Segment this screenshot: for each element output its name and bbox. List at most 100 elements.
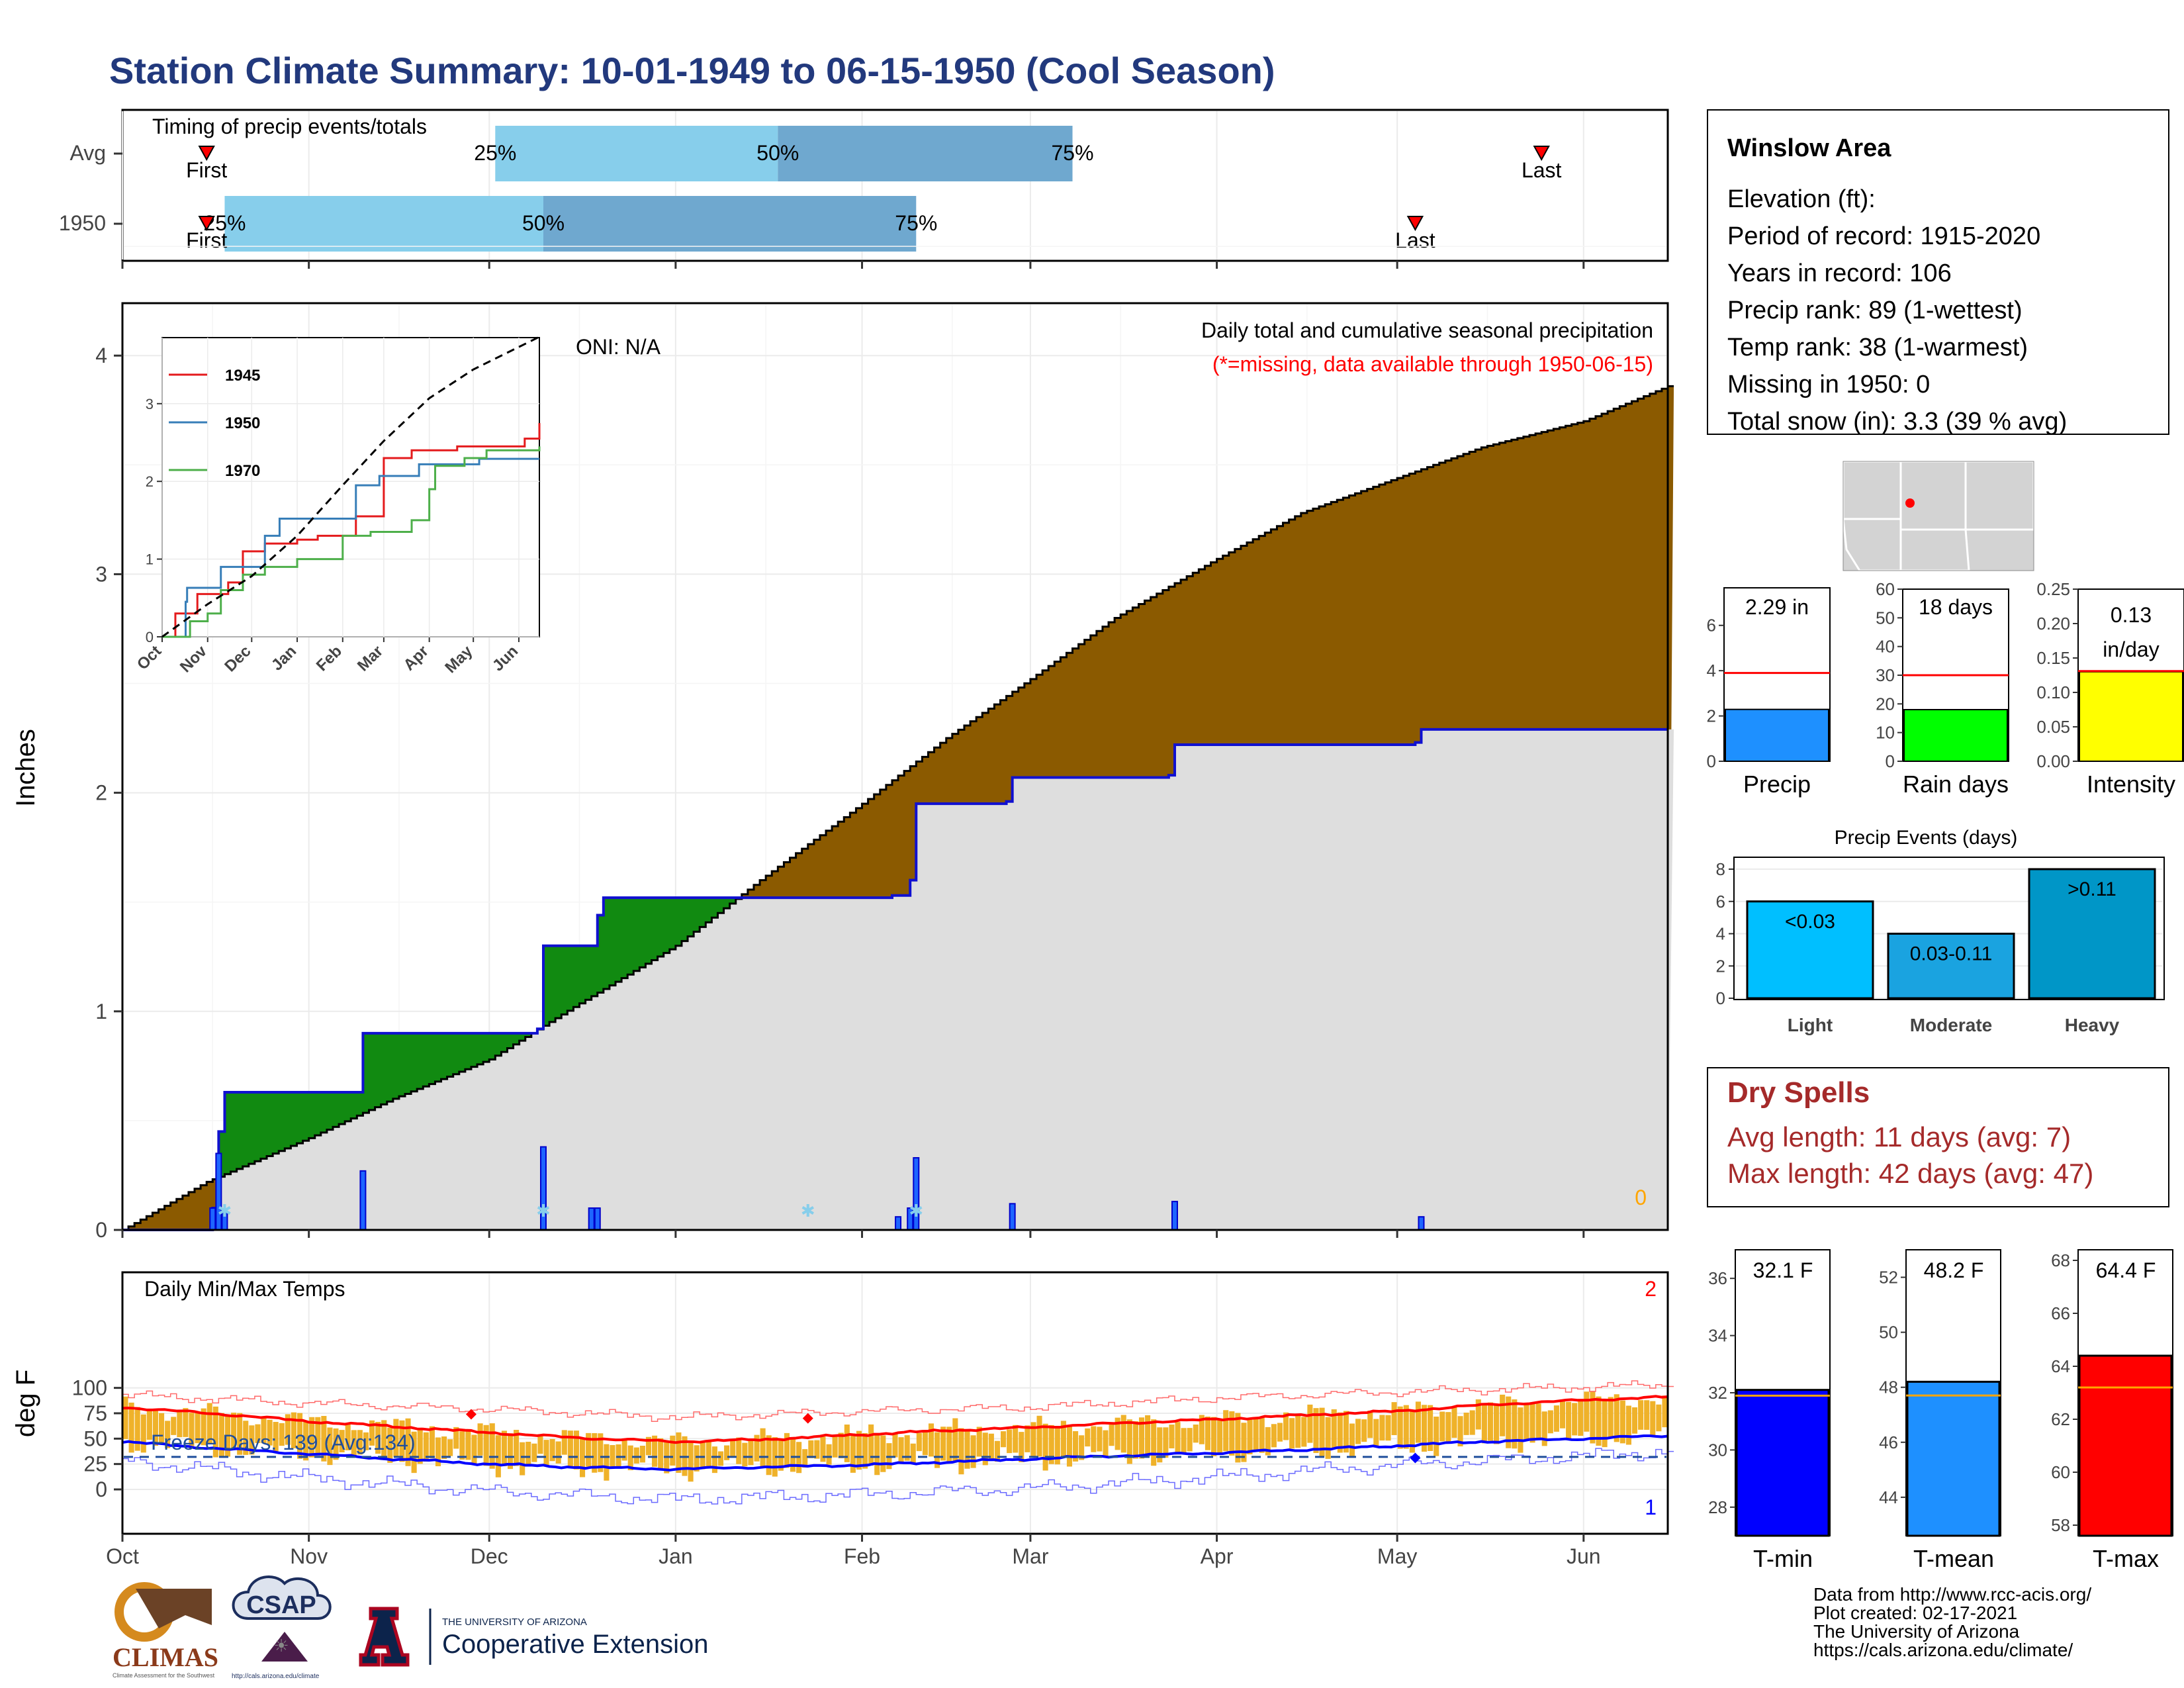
small-bar-value-text: 2.29 in <box>1745 595 1809 619</box>
missing-count: 0 <box>1635 1186 1647 1209</box>
small-bar-y-tick-label: 10 <box>1876 723 1895 743</box>
daily-precip-bar <box>359 1170 367 1231</box>
inset-y-tick-label: 1 <box>146 551 154 568</box>
small-bar-y-tick-label: 0.25 <box>2036 579 2070 599</box>
events-y-tick-label: 2 <box>1716 956 1725 976</box>
precip-summary-bars: 0 2 4 6 2.29 in Precip 0 10 20 30 40 50 60 18 days Rai… <box>1707 579 2184 798</box>
climas-logo: CLIMAS Climate Assessment for the Southw… <box>113 1582 218 1679</box>
month-tick-label: Feb <box>844 1544 880 1568</box>
daily-precip-bar <box>588 1207 595 1231</box>
climas-landscape-icon <box>136 1589 212 1628</box>
temp-y-tick-label: 75 <box>83 1401 107 1425</box>
temp-bar-y-tick-label: 62 <box>2051 1409 2070 1429</box>
temp-bar-y-tick-label: 48 <box>1879 1378 1898 1397</box>
credit-university: The University of Arizona <box>1813 1621 2020 1642</box>
small-bar-y-tick-label: 0 <box>1707 751 1716 771</box>
temp-y-tick-label: 100 <box>72 1376 107 1400</box>
inset-series-1950 <box>162 457 539 638</box>
timing-bar-q50-q75 <box>543 196 917 252</box>
timing-q75-label: 75% <box>1052 141 1094 165</box>
climas-subtitle: Climate Assessment for the Southwest <box>113 1672 215 1679</box>
daily-precip-bar <box>1009 1203 1016 1231</box>
small-bar-y-tick-label: 0.00 <box>2036 751 2070 771</box>
snow-marker-icon: ✱ <box>218 1201 232 1221</box>
inset-series-1945 <box>162 423 541 638</box>
freeze-days-text: Freeze Days: 139 (Avg:134) <box>151 1430 416 1454</box>
above-average-area <box>218 898 742 1177</box>
csap-sun-icon: ☀ <box>273 1636 289 1656</box>
precip-y-axis-label: Inches <box>11 729 40 807</box>
inset-legend-label: 1950 <box>225 414 260 432</box>
daily-precip-bar <box>1171 1201 1178 1231</box>
events-y-tick-label: 6 <box>1716 892 1725 912</box>
temp-panel-label: Daily Min/Max Temps <box>144 1277 345 1301</box>
temp-y-tick-label: 0 <box>95 1477 107 1501</box>
small-bar-value-unit: in/day <box>2103 637 2159 661</box>
dry-spells-max: Max length: 42 days (avg: 47) <box>1727 1158 2093 1189</box>
month-tick-label: Jun <box>1567 1544 1601 1568</box>
record-high-line <box>122 1380 1674 1422</box>
timing-q25-label: 25% <box>474 141 516 165</box>
event-bar-heavy <box>2028 868 2156 1000</box>
small-bar-y-tick-label: 0.05 <box>2036 717 2070 737</box>
events-y-tick-label: 8 <box>1716 859 1725 879</box>
precip-y-tick-label: 2 <box>95 781 107 805</box>
timing-row-label-avg: Avg <box>69 141 106 165</box>
temp-bar-y-tick-label: 46 <box>1879 1432 1898 1452</box>
precip-y-tick-label: 3 <box>95 562 107 586</box>
events-y-tick-label: 0 <box>1716 988 1725 1008</box>
temp-bar-y-tick-label: 60 <box>2051 1462 2070 1482</box>
dry-spells-title: Dry Spells <box>1727 1076 1870 1109</box>
event-category-label: Moderate <box>1910 1015 1992 1035</box>
small-bar-y-tick-label: 0 <box>1886 751 1895 771</box>
month-tick-label: Oct <box>106 1544 139 1568</box>
avg-min-temp-line <box>122 1434 1668 1472</box>
dry-spells-frame <box>1707 1067 2169 1207</box>
month-tick-label: May <box>1377 1544 1417 1568</box>
daily-precip-bar <box>209 1207 216 1231</box>
events-title: Precip Events (days) <box>1835 827 2018 849</box>
precip-y-tick-label: 0 <box>95 1218 107 1242</box>
inset-frame <box>161 337 540 637</box>
page-title: Station Climate Summary: 10-01-1949 to 0… <box>109 50 1275 91</box>
timing-bar-q25-q50 <box>495 126 778 181</box>
temp-bar-y-tick-label: 52 <box>1879 1268 1898 1288</box>
inset-y-tick-label: 2 <box>146 473 154 490</box>
temp-bar-y-tick-label: 68 <box>2051 1250 2070 1270</box>
timing-q75-label: 75% <box>895 211 937 235</box>
station-location-marker <box>1905 498 1915 508</box>
precip-events-chart: Precip Events (days) 0 2 4 6 8 <0.03 Light 0.03… <box>1716 827 2165 1035</box>
timing-first-marker <box>198 146 215 162</box>
small-bar-intensity <box>2079 671 2183 762</box>
timing-q50-label: 50% <box>756 141 799 165</box>
snow-marker-icon: ✱ <box>909 1201 923 1221</box>
temp-bar-tmean <box>1906 1380 2001 1537</box>
locator-map <box>1842 460 2035 572</box>
cumulative-year-line <box>122 727 1668 1231</box>
event-bar-label: 0.03-0.11 <box>1910 943 1993 965</box>
ua-a-icon <box>359 1607 410 1667</box>
month-tick-label: Dec <box>471 1544 508 1568</box>
csap-cloud-icon <box>232 1575 332 1620</box>
credits: Data from http://www.rcc-acis.org/ Plot … <box>1813 1584 2091 1660</box>
temp-frame <box>121 1271 1669 1535</box>
map-frame <box>1843 461 2034 571</box>
timing-q50-label: 50% <box>522 211 565 235</box>
daily-temp-range-bars <box>122 1391 1668 1482</box>
small-bar-value-text: 18 days <box>1919 595 1993 619</box>
small-bar-category-label: Intensity <box>2087 771 2175 798</box>
month-tick-label: Nov <box>290 1544 328 1568</box>
small-bar-y-tick-label: 40 <box>1876 637 1895 657</box>
inset-chart: Oct Nov Dec Jan Feb Mar Apr May Jun0123194519501… <box>134 336 541 677</box>
record-low-marker <box>1410 1452 1421 1464</box>
small-bar-y-tick-label: 2 <box>1707 706 1716 726</box>
temp-bar-y-tick-label: 44 <box>1879 1487 1898 1507</box>
timing-bar-q25-q50 <box>224 196 543 252</box>
temp-bar-y-tick-label: 32 <box>1708 1383 1727 1403</box>
temp-bar-category-label: T-mean <box>1913 1545 1994 1572</box>
temp-background <box>122 1272 1668 1534</box>
temp-bar-y-tick-label: 36 <box>1708 1268 1727 1288</box>
timing-row-label-year: 1950 <box>59 211 106 235</box>
inset-series-1970 <box>162 446 541 638</box>
